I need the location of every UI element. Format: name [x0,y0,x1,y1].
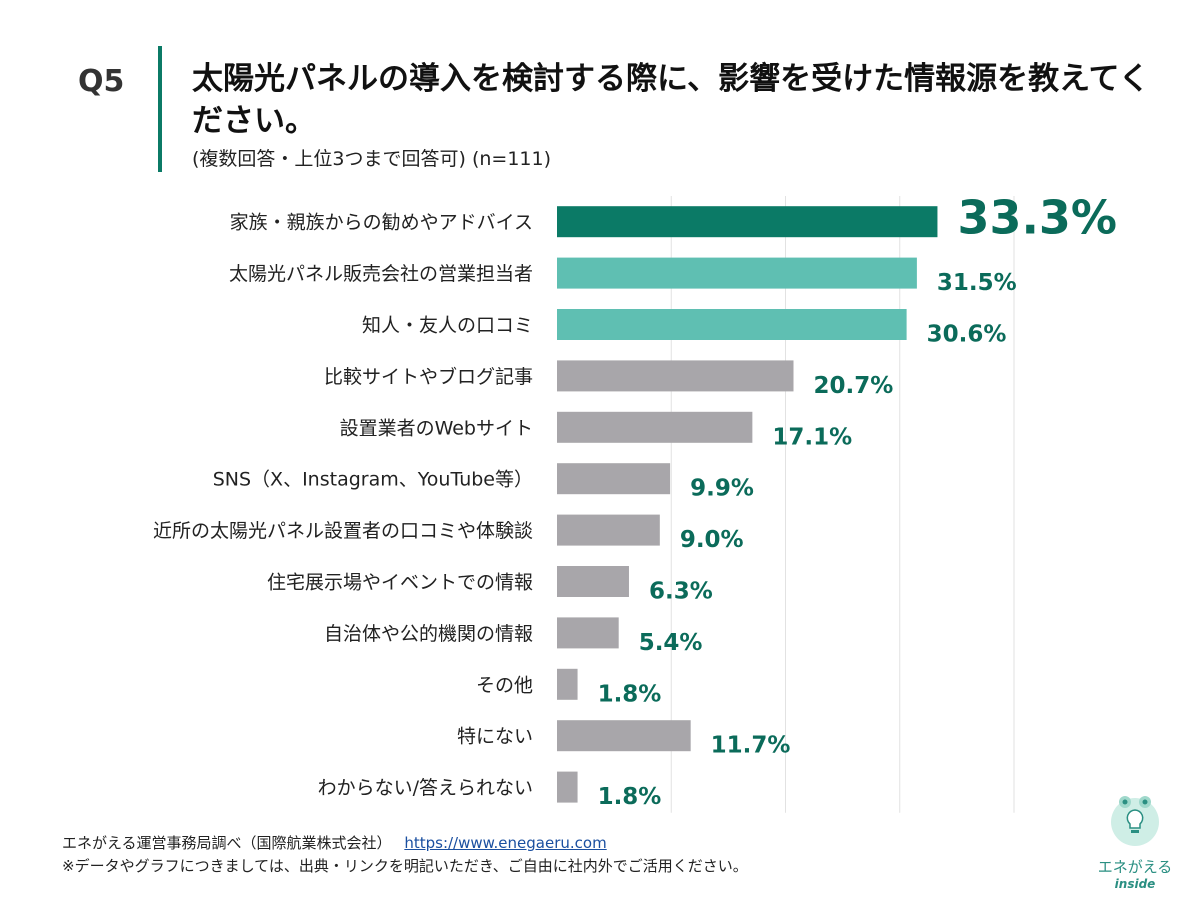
logo-text: エネがえる [1097,858,1173,876]
category-label: その他 [476,674,533,696]
source-text: エネがえる運営事務局調べ（国際航業株式会社） [62,834,392,852]
value-label: 11.7% [711,733,791,759]
question-subtitle: (複数回答・上位3つまで回答可) (n=111) [192,148,552,170]
category-label: SNS（X、Instagram、YouTube等） [213,469,533,491]
category-label: 近所の太陽光パネル設置者の口コミや体験談 [153,520,533,542]
value-label: 17.1% [772,424,852,450]
category-label: 住宅展示場やイベントでの情報 [267,572,533,594]
bar [557,411,753,443]
value-label: 1.8% [598,681,662,707]
usage-note: ※データやグラフにつきましては、出典・リンクを明記いただき、ご自由に社内外でご活… [62,857,748,875]
brand-logo: エネがえる inside [1090,790,1180,891]
question-title: 太陽光パネルの導入を検討する際に、影響を受けた情報源を教えてください。 [192,61,1150,139]
bar [557,206,938,238]
bar [557,771,578,803]
value-label: 6.3% [649,579,713,605]
logo-subtext: inside [1114,877,1156,891]
source-link[interactable]: https://www.enegaeru.com [404,834,607,852]
bar [557,360,794,392]
accent-divider [158,46,162,172]
value-label: 30.6% [927,322,1007,348]
bar [557,514,660,546]
value-label: 9.9% [690,476,754,502]
bar [557,617,619,649]
value-label: 33.3% [957,191,1117,245]
bar [557,566,629,597]
category-label: 特にない [457,726,533,748]
bar [557,257,917,289]
category-label: 設置業者のWebサイト [340,417,533,439]
value-label: 31.5% [937,270,1017,296]
category-label: わからない/答えられない [318,777,533,799]
category-label: 自治体や公的機関の情報 [324,623,533,645]
lightbulb-frog-icon [1111,796,1159,846]
category-label: 知人・友人の口コミ [362,315,533,337]
bar [557,720,691,752]
bar-chart: 家族・親族からの勧めやアドバイス 33.3% 太陽光パネル販売会社の営業担当者 31.… [153,191,1117,813]
category-label: 太陽光パネル販売会社の営業担当者 [229,263,533,285]
value-label: 9.0% [680,527,744,553]
question-number: Q5 [78,64,125,99]
source-line: エネがえる運営事務局調べ（国際航業株式会社） https://www.enega… [62,832,607,853]
category-label: 比較サイトやブログ記事 [324,365,533,388]
value-label: 5.4% [639,630,703,656]
bar [557,309,907,340]
bar [557,463,671,495]
category-label: 家族・親族からの勧めやアドバイス [230,212,533,234]
bar [557,668,578,700]
value-label: 1.8% [598,784,662,810]
value-label: 20.7% [813,373,893,399]
